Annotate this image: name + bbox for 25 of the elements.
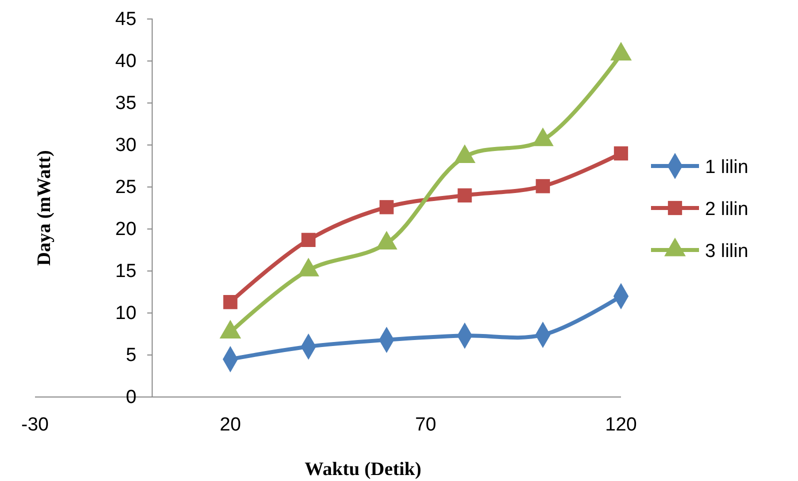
point [610, 42, 632, 60]
y-tick-label: 0 [126, 387, 136, 408]
point [458, 188, 472, 202]
y-tick-label: 5 [126, 345, 136, 366]
legend-label: 1 lilin [705, 157, 748, 178]
legend-label: 2 lilin [705, 199, 748, 220]
legend-label: 3 lilin [705, 241, 748, 262]
y-tick-label: 25 [115, 177, 136, 198]
x-axis-title: Waktu (Detik) [304, 459, 422, 480]
x-tick-label: -30 [21, 414, 49, 436]
y-tick-label: 30 [115, 135, 136, 156]
y-tick-label: 20 [115, 219, 136, 240]
point [532, 128, 554, 146]
point [223, 295, 238, 310]
y-axis-title: Daya (mWatt) [34, 150, 55, 266]
x-tick-label: 70 [415, 414, 436, 436]
y-tick-label: 35 [115, 93, 136, 114]
y-tick-label: 40 [115, 51, 136, 72]
point [454, 144, 476, 163]
y-tick-label: 15 [115, 261, 136, 282]
x-tick-label: 20 [220, 414, 241, 436]
point [301, 232, 316, 247]
x-tick-label: 120 [605, 414, 637, 436]
y-tick-label: 45 [115, 9, 136, 30]
y-tick-label: 10 [115, 303, 136, 324]
